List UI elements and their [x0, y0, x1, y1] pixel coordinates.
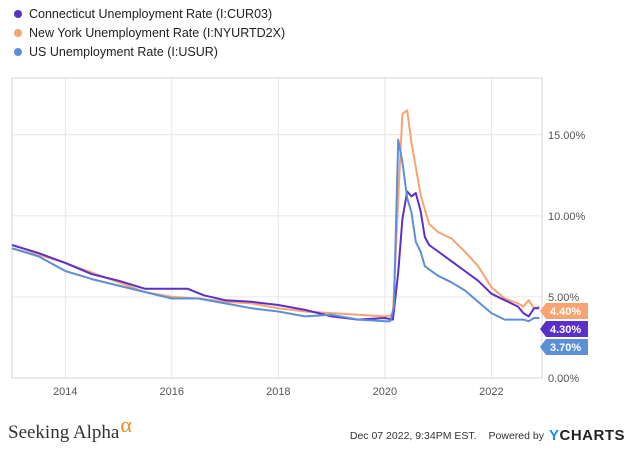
x-tick-label: 2020	[373, 386, 397, 398]
legend-label-connecticut: Connecticut Unemployment Rate (I:CUR03)	[29, 6, 273, 21]
legend-item-connecticut[interactable]: Connecticut Unemployment Rate (I:CUR03)	[14, 4, 285, 23]
badge-shape	[540, 321, 588, 337]
series-line-1[interactable]	[11, 109, 540, 318]
plot-border	[11, 77, 543, 379]
horizontal-gridlines	[12, 134, 542, 298]
y-tick-label: 10.00%	[548, 211, 586, 223]
series-lines	[11, 109, 540, 323]
x-tick-label: 2018	[266, 386, 290, 398]
legend-label-new-york: New York Unemployment Rate (I:NYURTD2X)	[29, 25, 286, 40]
series-line-2[interactable]	[11, 138, 540, 323]
badge-label: 4.40%	[550, 306, 581, 318]
legend-label-us: US Unemployment Rate (I:USUR)	[29, 44, 218, 59]
legend-marker-connecticut	[14, 9, 22, 18]
y-axis-tick-labels: 0.00% 5.00% 10.00% 15.00%	[548, 130, 586, 385]
last-value-badge-1: 4.40%	[540, 303, 588, 319]
ycharts-logo-text: CHARTS	[559, 427, 625, 444]
alpha-mark: α	[120, 412, 132, 437]
badge-label: 4.30%	[550, 324, 581, 336]
badge-shape	[540, 303, 588, 319]
legend-item-us[interactable]: US Unemployment Rate (I:USUR)	[14, 42, 285, 61]
legend-item-new-york[interactable]: New York Unemployment Rate (I:NYURTD2X)	[14, 23, 285, 42]
chart-timestamp: Dec 07 2022, 9:34PM EST.	[349, 429, 477, 442]
y-tick-label: 5.00%	[548, 292, 579, 304]
x-axis-tick-labels: 2014 2016 2018 2020 2022	[53, 386, 504, 398]
badge-label: 3.70%	[550, 342, 581, 354]
series-line-0[interactable]	[11, 190, 540, 321]
seeking-alpha-logo[interactable]: Seeking Alphaα	[8, 412, 132, 444]
ycharts-logo-y: Y	[548, 427, 560, 444]
vertical-gridlines	[64, 78, 492, 378]
y-tick-label: 0.00%	[548, 373, 579, 385]
y-tick-label: 15.00%	[548, 130, 586, 142]
seeking-alpha-text: Seeking Alpha	[8, 422, 120, 443]
last-value-badge-0: 4.30%	[540, 321, 588, 337]
x-tick-label: 2016	[160, 386, 184, 398]
chart-legend: Connecticut Unemployment Rate (I:CUR03) …	[14, 4, 285, 61]
badge-shape	[540, 339, 588, 355]
ycharts-logo[interactable]: YCHARTS	[549, 427, 625, 444]
powered-by-text: Powered by	[488, 429, 544, 442]
last-value-badges: 4.40% 4.30% 3.70%	[540, 303, 588, 355]
footer-attribution: Dec 07 2022, 9:34PM EST. Powered by YCHA…	[350, 427, 625, 444]
legend-marker-new-york	[14, 28, 22, 37]
legend-marker-us	[14, 47, 22, 56]
x-tick-label: 2014	[53, 386, 77, 398]
x-tick-label: 2022	[479, 386, 503, 398]
last-value-badge-2: 3.70%	[540, 339, 588, 355]
